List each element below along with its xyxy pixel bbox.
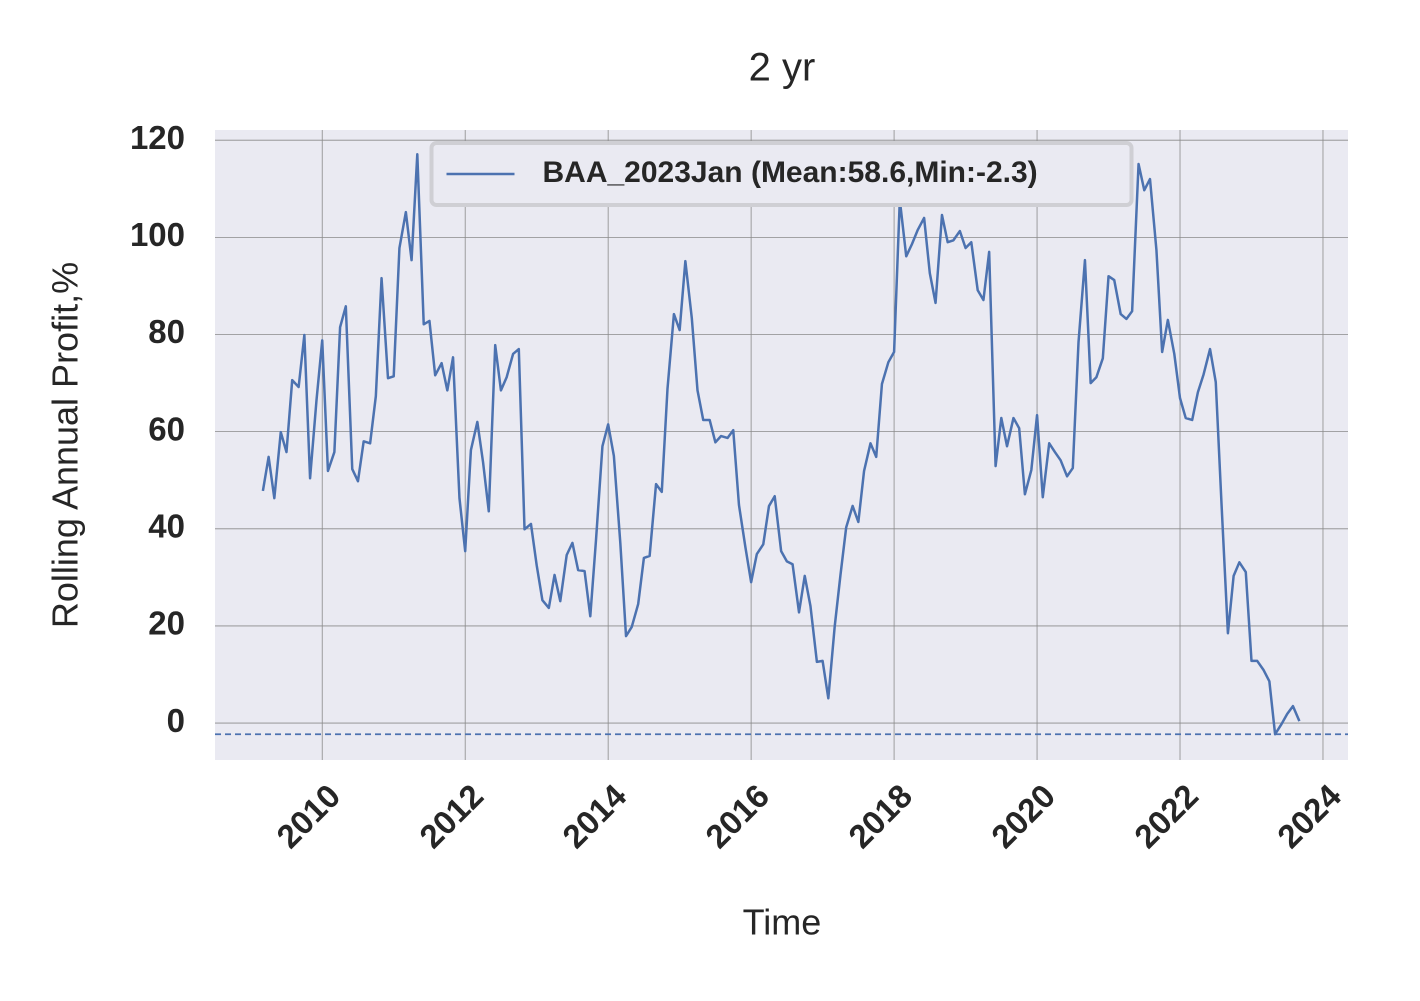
x-tick-label: 2016 — [698, 777, 776, 855]
y-tick-label: 40 — [148, 508, 185, 545]
data-line — [261, 153, 1301, 736]
y-tick-label: 20 — [148, 605, 185, 642]
legend-label: BAA_2023Jan (Mean:58.6,Min:-2.3) — [543, 156, 1038, 189]
y-tick-label: 60 — [148, 410, 185, 447]
legend: BAA_2023Jan (Mean:58.6,Min:-2.3) — [429, 141, 1134, 207]
chart-title: 2 yr — [749, 46, 816, 90]
y-tick-label: 100 — [130, 216, 185, 253]
y-tick-label: 0 — [167, 702, 185, 739]
x-tick-label: 2014 — [555, 777, 634, 856]
y-tick-label: 120 — [130, 119, 185, 156]
grid — [215, 130, 1348, 760]
y-axis-label: Rolling Annual Profit,% — [45, 262, 86, 628]
x-tick-label: 2022 — [1127, 777, 1205, 855]
x-tick-label: 2010 — [269, 777, 347, 855]
plot-area — [215, 130, 1348, 760]
x-tick-label: 2020 — [984, 777, 1062, 855]
x-axis-label: Time — [743, 902, 822, 943]
x-tick-label: 2012 — [412, 777, 490, 855]
marks — [215, 153, 1348, 736]
x-tick-label: 2024 — [1270, 777, 1349, 856]
y-tick-label: 80 — [148, 313, 185, 350]
legend-box — [429, 141, 1134, 207]
x-tick-label: 2018 — [841, 777, 919, 855]
